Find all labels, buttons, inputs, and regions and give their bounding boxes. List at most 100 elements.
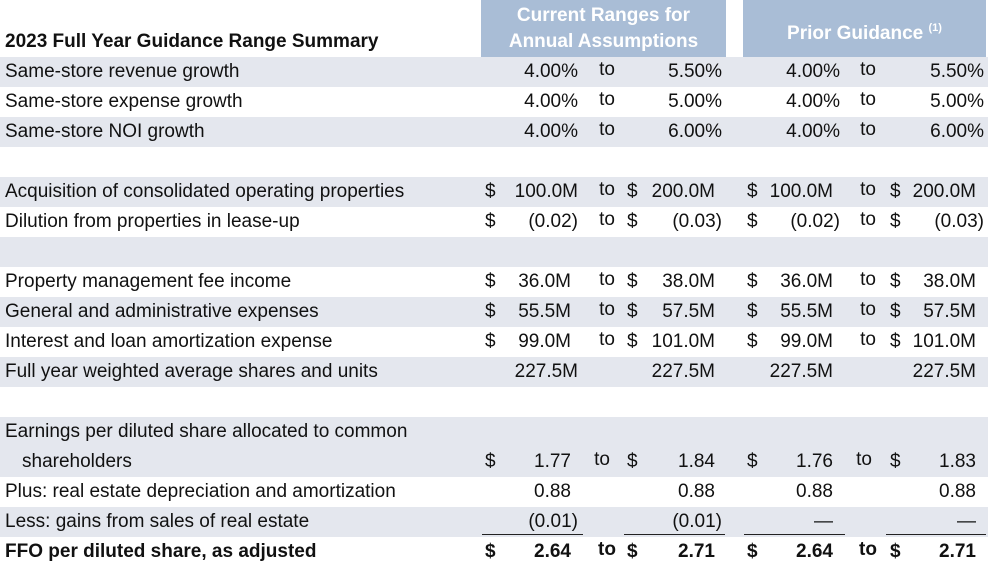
current-low: 100.0M bbox=[514, 181, 578, 202]
current-low: (0.02) bbox=[528, 211, 578, 232]
current-high: 6.00% bbox=[668, 121, 722, 142]
to-separator: to bbox=[598, 539, 616, 560]
current-high: (0.01) bbox=[672, 511, 722, 532]
to-separator: to bbox=[860, 209, 876, 230]
current-low: 4.00% bbox=[524, 91, 578, 112]
dollar-sign: $ bbox=[627, 301, 638, 322]
dollar-sign: $ bbox=[485, 331, 496, 352]
current-header-line1: Current Ranges for bbox=[516, 5, 691, 26]
dollar-sign: $ bbox=[747, 181, 758, 202]
spacer-row bbox=[0, 387, 988, 417]
to-separator: to bbox=[856, 449, 872, 470]
prior-low: 227.5M bbox=[769, 361, 833, 382]
dollar-sign: $ bbox=[485, 541, 496, 562]
table-row: Same-store revenue growth 4.00% to 5.50%… bbox=[0, 57, 988, 87]
current-high: 0.88 bbox=[678, 481, 715, 502]
table-row: Same-store expense growth 4.00% to 5.00%… bbox=[0, 87, 988, 117]
current-low: 4.00% bbox=[524, 121, 578, 142]
dollar-sign: $ bbox=[485, 301, 496, 322]
dollar-sign: $ bbox=[485, 211, 496, 232]
to-separator: to bbox=[599, 329, 615, 350]
spacer-row bbox=[0, 237, 988, 267]
to-separator: to bbox=[599, 269, 615, 290]
current-header-line2: Annual Assumptions bbox=[508, 31, 699, 52]
current-high: 5.00% bbox=[668, 91, 722, 112]
row-label: Dilution from properties in lease-up bbox=[5, 211, 300, 232]
dollar-sign: $ bbox=[890, 271, 901, 292]
row-label: Earnings per diluted share allocated to … bbox=[5, 421, 408, 442]
dollar-sign: $ bbox=[747, 331, 758, 352]
prior-high: 0.88 bbox=[939, 481, 976, 502]
row-label: Property management fee income bbox=[5, 271, 292, 292]
prior-low: 4.00% bbox=[786, 91, 840, 112]
to-separator: to bbox=[860, 329, 876, 350]
current-high: 2.71 bbox=[678, 541, 715, 562]
prior-low: 0.88 bbox=[796, 481, 833, 502]
dollar-sign: $ bbox=[890, 301, 901, 322]
prior-high: 2.71 bbox=[939, 541, 976, 562]
current-high: 1.84 bbox=[678, 451, 715, 472]
prior-high: 6.00% bbox=[930, 121, 984, 142]
to-separator: to bbox=[599, 299, 615, 320]
to-separator: to bbox=[599, 59, 615, 80]
current-ranges-header: Current Ranges for Annual Assumptions bbox=[481, 0, 726, 57]
dollar-sign: $ bbox=[747, 541, 758, 562]
table-row: Plus: real estate depreciation and amort… bbox=[0, 477, 988, 507]
to-separator: to bbox=[594, 449, 610, 470]
current-high: 227.5M bbox=[651, 361, 715, 382]
prior-high: (0.03) bbox=[934, 211, 984, 232]
dollar-sign: $ bbox=[890, 181, 901, 202]
to-separator: to bbox=[599, 179, 615, 200]
current-high: 57.5M bbox=[662, 301, 715, 322]
to-separator: to bbox=[860, 119, 876, 140]
row-label-continued: shareholders bbox=[22, 451, 132, 472]
current-low: 55.5M bbox=[518, 301, 571, 322]
dollar-sign: $ bbox=[627, 331, 638, 352]
to-separator: to bbox=[860, 89, 876, 110]
to-separator: to bbox=[860, 269, 876, 290]
table-row: Dilution from properties in lease-up $ (… bbox=[0, 207, 988, 237]
dollar-sign: $ bbox=[747, 211, 758, 232]
current-low: 1.77 bbox=[534, 451, 571, 472]
table-row: Interest and loan amortization expense $… bbox=[0, 327, 988, 357]
prior-low: 36.0M bbox=[780, 271, 833, 292]
table-row: Same-store NOI growth 4.00% to 6.00% 4.0… bbox=[0, 117, 988, 147]
dollar-sign: $ bbox=[747, 271, 758, 292]
row-label: Interest and loan amortization expense bbox=[5, 331, 333, 352]
prior-low: — bbox=[814, 511, 833, 532]
row-label: General and administrative expenses bbox=[5, 301, 319, 322]
prior-high: 227.5M bbox=[912, 361, 976, 382]
prior-guidance-header: Prior Guidance (1) bbox=[743, 0, 986, 57]
dollar-sign: $ bbox=[485, 451, 496, 472]
subtotal-underline bbox=[624, 534, 725, 535]
prior-high: 101.0M bbox=[912, 331, 976, 352]
dollar-sign: $ bbox=[890, 331, 901, 352]
prior-high: 5.50% bbox=[930, 61, 984, 82]
page-title: 2023 Full Year Guidance Range Summary bbox=[5, 31, 379, 52]
table-row: General and administrative expenses $ 55… bbox=[0, 297, 988, 327]
dollar-sign: $ bbox=[627, 451, 638, 472]
to-separator: to bbox=[859, 539, 877, 560]
dollar-sign: $ bbox=[627, 211, 638, 232]
row-label: Plus: real estate depreciation and amort… bbox=[5, 481, 396, 502]
prior-high: 200.0M bbox=[912, 181, 976, 202]
dollar-sign: $ bbox=[485, 181, 496, 202]
dollar-sign: $ bbox=[627, 541, 638, 562]
current-low: 36.0M bbox=[518, 271, 571, 292]
current-high: 38.0M bbox=[662, 271, 715, 292]
prior-low: (0.02) bbox=[790, 211, 840, 232]
to-separator: to bbox=[860, 179, 876, 200]
row-label: Same-store expense growth bbox=[5, 91, 243, 112]
subtotal-underline bbox=[886, 534, 986, 535]
row-label: Same-store NOI growth bbox=[5, 121, 205, 142]
table-row: Property management fee income $ 36.0M t… bbox=[0, 267, 988, 297]
current-high: 5.50% bbox=[668, 61, 722, 82]
dollar-sign: $ bbox=[890, 211, 901, 232]
row-label: Same-store revenue growth bbox=[5, 61, 240, 82]
prior-high: 5.00% bbox=[930, 91, 984, 112]
dollar-sign: $ bbox=[627, 271, 638, 292]
prior-low: 55.5M bbox=[780, 301, 833, 322]
current-low: (0.01) bbox=[528, 511, 578, 532]
prior-high: 38.0M bbox=[923, 271, 976, 292]
to-separator: to bbox=[860, 59, 876, 80]
